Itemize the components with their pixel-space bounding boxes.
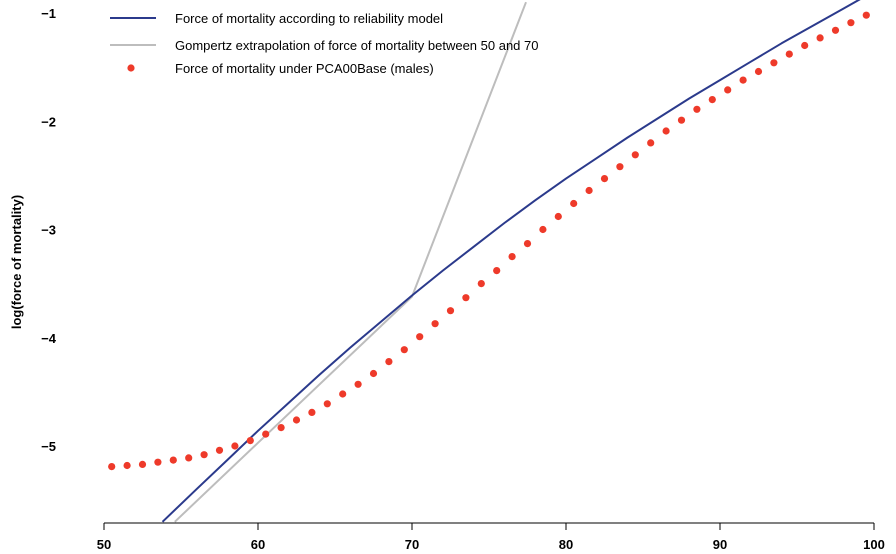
data-point-pca00 [693,105,701,113]
x-tick-label: 80 [559,537,573,552]
data-point-pca00 [631,151,639,159]
data-point-pca00 [754,67,763,76]
data-point-pca00 [508,253,516,261]
data-point-pca00 [215,446,224,454]
data-point-pca00 [477,280,485,288]
data-point-pca00 [354,380,362,388]
series-line-gompertz [174,1,527,523]
data-point-pca00 [246,437,254,445]
data-point-pca00 [801,41,809,50]
data-point-pca00 [200,451,208,459]
data-point-pca00 [662,127,670,135]
legend-swatch-pca00 [127,64,135,72]
x-tick-label: 60 [251,537,265,552]
x-tick-label: 100 [863,537,885,552]
x-tick-label: 70 [405,537,419,552]
data-point-pca00 [123,461,131,470]
y-tick-label: −5 [41,439,56,454]
x-axis: 50 60 70 80 90 100 [97,522,885,552]
legend-label-reliability: Force of mortality according to reliabil… [175,11,443,26]
legend: Force of mortality according to reliabil… [110,11,538,76]
data-point-pca00 [724,86,732,94]
data-point-pca00 [400,346,408,354]
y-axis: −1 −2 −3 −4 −5 [41,6,57,454]
data-point-pca00 [446,307,455,315]
data-point-pca00 [647,139,655,147]
data-point-pca00 [292,416,301,424]
data-point-pca00 [185,454,193,462]
data-point-pca00 [831,26,840,34]
data-point-pca00 [493,267,501,275]
data-point-pca00 [847,19,855,27]
data-point-pca00 [600,175,609,183]
data-point-pca00 [138,460,147,468]
y-tick-label: −2 [41,114,56,129]
data-point-pca00 [462,294,470,302]
plot-area [108,0,870,523]
data-point-pca00 [323,400,331,408]
data-point-pca00 [570,199,578,208]
data-point-pca00 [308,408,316,416]
y-axis-title: log(force of mortality) [9,195,24,329]
data-point-pca00 [739,76,747,84]
data-point-pca00 [616,163,624,171]
data-point-pca00 [431,320,439,328]
data-point-pca00 [108,463,116,471]
y-tick-label: −3 [41,223,56,238]
data-point-pca00 [862,11,870,19]
legend-label-gompertz: Gompertz extrapolation of force of morta… [175,38,538,53]
data-point-pca00 [339,390,347,398]
data-point-pca00 [369,369,378,378]
data-point-pca00 [785,50,793,58]
data-point-pca00 [677,116,686,124]
x-tick-label: 50 [97,537,111,552]
data-point-pca00 [154,458,162,466]
series-line-reliability [161,0,861,523]
data-point-pca00 [231,442,239,450]
data-point-pca00 [708,96,716,104]
data-point-pca00 [539,225,547,234]
data-point-pca00 [554,212,562,221]
data-point-pca00 [262,430,270,438]
data-point-pca00 [277,424,285,432]
data-point-pca00 [385,358,393,366]
x-tick-label: 90 [713,537,727,552]
y-tick-label: −4 [41,331,57,346]
data-point-pca00 [416,333,424,341]
y-tick-label: −1 [41,6,56,21]
legend-label-pca00: Force of mortality under PCA00Base (male… [175,61,434,76]
data-point-pca00 [816,34,824,42]
data-point-pca00 [770,59,778,67]
data-point-pca00 [523,240,532,248]
data-point-pca00 [169,456,177,464]
data-point-pca00 [585,186,593,195]
